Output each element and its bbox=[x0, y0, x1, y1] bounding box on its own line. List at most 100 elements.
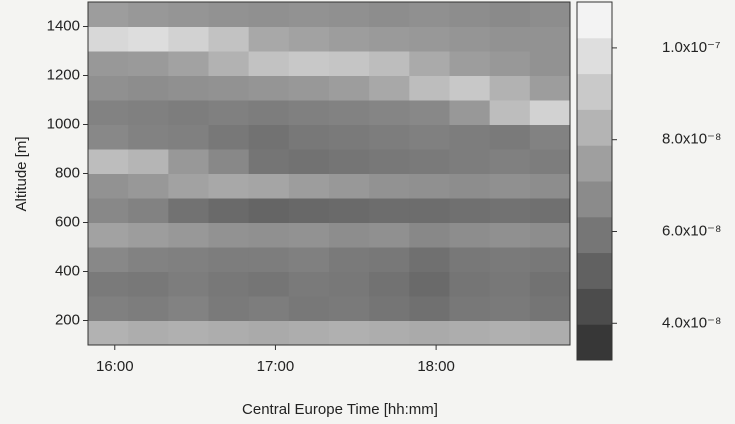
y-tick-label: 600 bbox=[55, 213, 80, 230]
heat-cell bbox=[248, 198, 290, 223]
colorbar-band bbox=[577, 252, 612, 289]
heat-cell bbox=[409, 320, 450, 346]
heat-cell bbox=[208, 124, 250, 150]
heat-cell bbox=[409, 296, 450, 321]
y-tick-label: 800 bbox=[55, 164, 80, 181]
heat-cell bbox=[529, 320, 571, 346]
y-tick-label: 1400 bbox=[47, 17, 80, 34]
heat-cell bbox=[248, 271, 290, 297]
heat-cell bbox=[288, 124, 330, 150]
heat-cell bbox=[288, 296, 330, 321]
heat-cell bbox=[409, 100, 450, 125]
heat-cell bbox=[529, 173, 571, 199]
heat-cell bbox=[329, 320, 370, 346]
heat-cell bbox=[208, 26, 250, 52]
heat-cell bbox=[529, 296, 571, 321]
heat-cell bbox=[248, 247, 290, 272]
heat-cell bbox=[168, 173, 209, 199]
heat-cell bbox=[128, 2, 169, 27]
heat-cell bbox=[449, 222, 491, 248]
heat-cell bbox=[489, 26, 531, 52]
heat-cell bbox=[208, 271, 250, 297]
heat-cell bbox=[529, 247, 571, 272]
heat-cell bbox=[529, 75, 571, 101]
heat-cell bbox=[449, 149, 491, 174]
heat-cell bbox=[88, 75, 129, 101]
heat-cell bbox=[288, 247, 330, 272]
heat-cell bbox=[529, 51, 571, 76]
colorbar-tick-label: 6.0x10⁻⁸ bbox=[662, 222, 721, 239]
heat-cell bbox=[288, 173, 330, 199]
heat-cell bbox=[409, 198, 450, 223]
heat-cell bbox=[248, 26, 290, 52]
colorbar-band bbox=[577, 2, 612, 39]
heat-cell bbox=[248, 2, 290, 27]
colorbar-band bbox=[577, 216, 612, 254]
x-tick-label: 17:00 bbox=[257, 358, 295, 375]
heat-cell bbox=[329, 296, 370, 321]
colorbar-band bbox=[577, 109, 612, 146]
colorbar-band bbox=[577, 324, 612, 361]
heat-cell bbox=[288, 26, 330, 52]
heat-cell bbox=[529, 100, 571, 125]
heat-cell bbox=[288, 198, 330, 223]
y-axis-label: Altitude [m] bbox=[13, 136, 30, 211]
heat-cell bbox=[369, 149, 410, 174]
heat-cell bbox=[489, 173, 531, 199]
heat-cell bbox=[529, 124, 571, 150]
heat-cell bbox=[449, 51, 491, 76]
heat-cell bbox=[128, 124, 169, 150]
heat-cell bbox=[168, 124, 209, 150]
heat-cell bbox=[288, 51, 330, 76]
heat-cell bbox=[449, 173, 491, 199]
heat-cell bbox=[329, 2, 370, 27]
heat-cell bbox=[248, 75, 290, 101]
heat-cell bbox=[168, 51, 209, 76]
x-tick-label: 18:00 bbox=[417, 358, 455, 375]
heat-cell bbox=[369, 198, 410, 223]
heat-cell bbox=[288, 320, 330, 346]
heat-cell bbox=[88, 149, 129, 174]
heat-cell bbox=[168, 271, 209, 297]
heat-cell bbox=[329, 222, 370, 248]
heat-cell bbox=[369, 51, 410, 76]
heat-cell bbox=[288, 75, 330, 101]
heat-cell bbox=[88, 198, 129, 223]
heat-cell bbox=[449, 2, 491, 27]
heat-cell bbox=[88, 173, 129, 199]
y-tick-label: 1000 bbox=[47, 115, 80, 132]
heat-cell bbox=[168, 149, 209, 174]
heat-cell bbox=[128, 100, 169, 125]
heat-cell bbox=[168, 2, 209, 27]
heat-cell bbox=[489, 149, 531, 174]
heat-cell bbox=[489, 296, 531, 321]
heat-cell bbox=[449, 100, 491, 125]
heat-cell bbox=[489, 247, 531, 272]
heat-cell bbox=[449, 124, 491, 150]
heat-cell bbox=[168, 75, 209, 101]
heat-cell bbox=[489, 51, 531, 76]
heat-cell bbox=[529, 149, 571, 174]
heat-cell bbox=[128, 247, 169, 272]
heat-cell bbox=[88, 247, 129, 272]
heat-cell bbox=[409, 222, 450, 248]
colorbar-band bbox=[577, 181, 612, 218]
heat-cell bbox=[168, 247, 209, 272]
heat-cell bbox=[329, 51, 370, 76]
heat-cell bbox=[409, 271, 450, 297]
heat-cell bbox=[409, 75, 450, 101]
colorbar-tick-label: 8.0x10⁻⁸ bbox=[662, 131, 721, 148]
heat-cell bbox=[208, 222, 250, 248]
heat-cell bbox=[369, 247, 410, 272]
heat-cell bbox=[369, 222, 410, 248]
heat-cell bbox=[128, 271, 169, 297]
heat-cell bbox=[168, 296, 209, 321]
heat-cell bbox=[329, 247, 370, 272]
heat-cell bbox=[369, 100, 410, 125]
heat-cell bbox=[168, 222, 209, 248]
heat-cell bbox=[168, 198, 209, 223]
heat-cell bbox=[288, 2, 330, 27]
heat-cell bbox=[449, 198, 491, 223]
heat-cell bbox=[208, 51, 250, 76]
